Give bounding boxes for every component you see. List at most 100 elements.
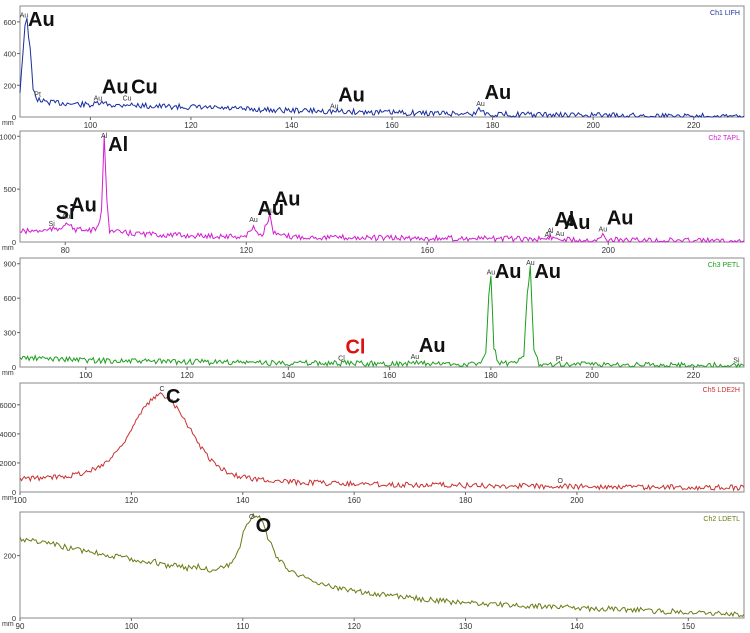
peak-marker-label: Au bbox=[487, 270, 496, 277]
x-tick-label: 140 bbox=[282, 371, 296, 380]
element-annotation: Au bbox=[28, 9, 55, 31]
x-tick-label: 180 bbox=[459, 496, 473, 505]
x-tick-label: 200 bbox=[602, 246, 616, 255]
peak-marker-label: O bbox=[557, 478, 563, 485]
element-annotation: Au bbox=[564, 212, 591, 234]
peak-marker-label: Au bbox=[330, 103, 339, 110]
x-tick-label: 120 bbox=[180, 371, 194, 380]
x-tick-label: 110 bbox=[236, 622, 249, 631]
spectrum-panel-3: 100 120 140 160 180 200 220 mm 300 600 900 0 Ch3 PET… bbox=[2, 257, 745, 380]
x-tick-label: 160 bbox=[347, 496, 361, 505]
peak-marker-label: Pt bbox=[556, 356, 563, 363]
y-tick-label: 600 bbox=[3, 294, 16, 303]
y-tick-label: 300 bbox=[3, 329, 16, 338]
peak-marker-label: Au bbox=[556, 231, 565, 238]
x-tick-label: 100 bbox=[84, 121, 98, 130]
spectrum-line bbox=[19, 512, 745, 618]
plot-frame bbox=[19, 382, 745, 493]
x-tick-label: 200 bbox=[570, 496, 584, 505]
x-tick-label: 140 bbox=[285, 121, 299, 130]
element-annotation: Cu bbox=[131, 77, 158, 99]
channel-label: Ch2 TAPL bbox=[708, 135, 740, 142]
element-annotation: C bbox=[166, 386, 180, 408]
x-unit-label: mm bbox=[2, 120, 14, 127]
x-unit-label: mm bbox=[2, 495, 14, 502]
x-tick-label: 180 bbox=[484, 371, 498, 380]
peak-marker-label: Al bbox=[547, 228, 554, 235]
element-annotation: Au bbox=[607, 208, 634, 230]
x-tick-label: 140 bbox=[236, 496, 250, 505]
y-tick-label: 500 bbox=[3, 185, 16, 194]
spectrum-line bbox=[19, 392, 745, 492]
x-tick-label: 180 bbox=[486, 121, 500, 130]
y-tick-label: 0 bbox=[12, 488, 16, 497]
peak-marker-label: Au bbox=[20, 12, 29, 19]
x-tick-label: 200 bbox=[586, 121, 600, 130]
y-tick-label: 0 bbox=[12, 614, 16, 623]
x-unit-label: mm bbox=[2, 245, 14, 252]
spectrum-panel-4: 100 120 140 160 180 200 mm 2000 4000 6000 0 Ch5 LDE… bbox=[0, 382, 745, 505]
x-tick-label: 220 bbox=[687, 121, 701, 130]
element-annotation: Al bbox=[554, 209, 574, 231]
x-tick-label: 120 bbox=[240, 246, 254, 255]
y-tick-label: 200 bbox=[3, 552, 16, 561]
x-tick-label: 220 bbox=[687, 371, 701, 380]
peak-marker-label: Au bbox=[265, 208, 274, 215]
element-annotation: Au bbox=[419, 335, 446, 357]
y-tick-label: 6000 bbox=[0, 401, 16, 410]
element-annotation: Au bbox=[102, 76, 129, 98]
element-annotation: Au bbox=[274, 189, 301, 211]
x-tick-label: 90 bbox=[16, 622, 25, 631]
element-annotation: Au bbox=[70, 194, 97, 216]
x-tick-label: 120 bbox=[347, 622, 361, 631]
y-tick-label: 4000 bbox=[0, 430, 16, 439]
peak-marker-label: Au bbox=[411, 354, 420, 361]
x-tick-label: 200 bbox=[585, 371, 599, 380]
peak-marker-label: Si bbox=[733, 357, 740, 364]
y-tick-label: 600 bbox=[3, 18, 16, 27]
plot-frame bbox=[19, 130, 745, 243]
peak-marker-label: Au bbox=[249, 217, 258, 224]
peak-marker-label: C bbox=[159, 386, 164, 393]
spectrum-line bbox=[19, 18, 745, 119]
x-tick-label: 100 bbox=[79, 371, 93, 380]
element-annotation: Au bbox=[485, 82, 512, 104]
y-tick-label: 400 bbox=[3, 50, 16, 59]
x-tick-label: 100 bbox=[13, 496, 27, 505]
x-tick-label: 160 bbox=[383, 371, 397, 380]
x-tick-label: 140 bbox=[570, 622, 584, 631]
peak-marker-label: Al bbox=[101, 133, 108, 140]
element-annotation: Al bbox=[108, 134, 128, 156]
channel-label: Ch5 LDE2H bbox=[703, 387, 740, 394]
element-annotation: Au bbox=[534, 261, 561, 283]
peak-marker-label: Si bbox=[49, 221, 56, 228]
element-annotation: Au bbox=[495, 261, 522, 283]
y-tick-label: 0 bbox=[12, 238, 16, 247]
y-tick-label: 2000 bbox=[0, 459, 16, 468]
y-tick-label: 0 bbox=[12, 113, 16, 122]
element-annotation: Cl bbox=[345, 336, 365, 358]
plot-frame bbox=[19, 257, 745, 368]
peak-marker-label: Cl bbox=[338, 355, 345, 362]
peak-marker-label: Al bbox=[544, 232, 551, 239]
x-unit-label: mm bbox=[2, 370, 14, 377]
peak-marker-label: O bbox=[249, 514, 255, 521]
y-tick-label: 200 bbox=[3, 81, 16, 90]
x-tick-label: 160 bbox=[421, 246, 435, 255]
x-tick-label: 160 bbox=[385, 121, 399, 130]
x-tick-label: 130 bbox=[459, 622, 473, 631]
spectrum-line bbox=[19, 135, 745, 244]
plot-frame bbox=[19, 5, 745, 118]
x-tick-label: 120 bbox=[184, 121, 198, 130]
spectrum-panel-1: 100 120 140 160 180 200 220 mm 200 400 600 0 Ch1 LIF… bbox=[2, 5, 745, 130]
y-tick-label: 0 bbox=[12, 363, 16, 372]
y-tick-label: 1000 bbox=[0, 132, 16, 141]
peak-marker-label: Au bbox=[526, 260, 535, 267]
peak-marker-label: Au bbox=[476, 101, 485, 108]
spectrum-panel-5: 90 100 110 120 130 140 150 mm 200 0 Ch2 LDETL O O bbox=[2, 511, 745, 631]
channel-label: Ch1 LIFH bbox=[710, 10, 740, 17]
element-annotation: Au bbox=[257, 198, 284, 220]
x-tick-label: 80 bbox=[61, 246, 70, 255]
